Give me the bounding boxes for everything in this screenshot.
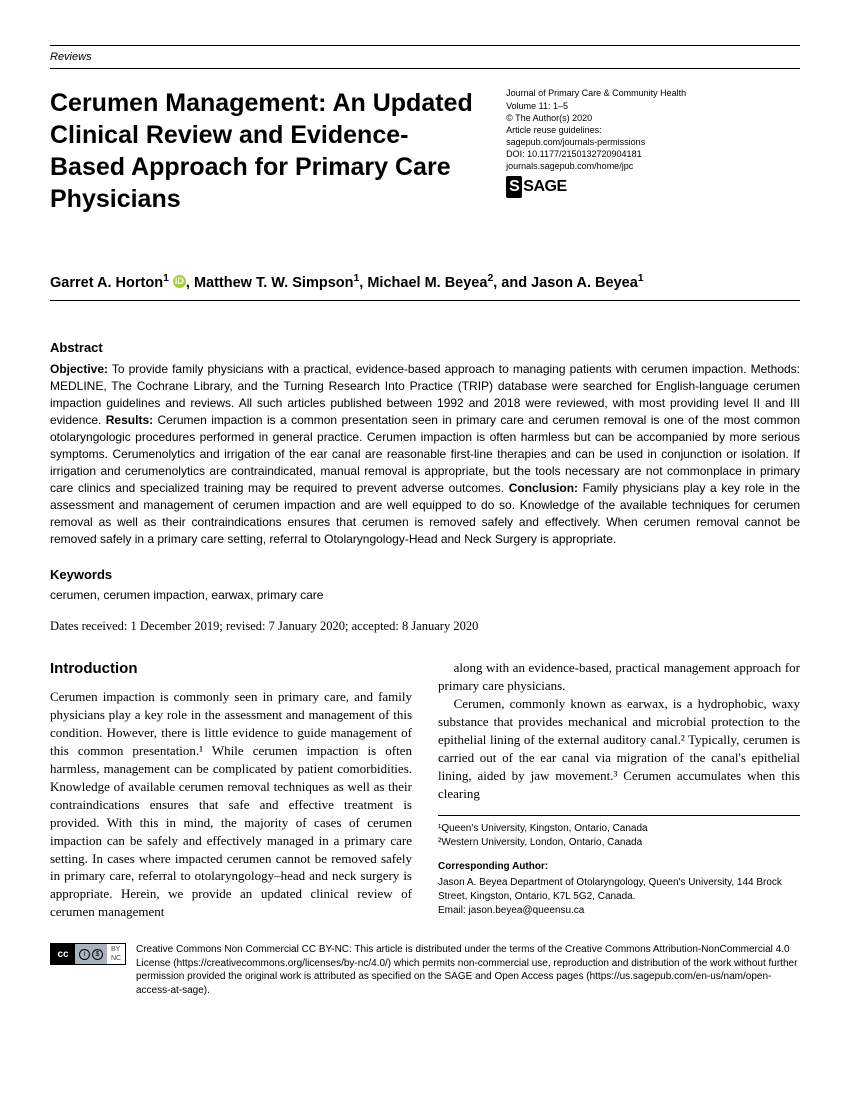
objective-label: Objective: xyxy=(50,362,108,376)
results-label: Results: xyxy=(106,413,153,427)
top-rule xyxy=(50,45,800,46)
intro-heading: Introduction xyxy=(50,659,412,680)
journal-doi: DOI: 10.1177/2150132720904181 xyxy=(506,148,800,160)
journal-meta: Journal of Primary Care & Community Heal… xyxy=(506,87,800,215)
orcid-icon: iD xyxy=(173,275,186,288)
corresponding-heading: Corresponding Author: xyxy=(438,860,800,874)
license-text: Creative Commons Non Commercial CC BY-NC… xyxy=(136,943,800,997)
affiliation-block: ¹Queen's University, Kingston, Ontario, … xyxy=(438,815,800,918)
publisher-logo: SSAGE xyxy=(506,176,800,198)
conclusion-label: Conclusion: xyxy=(509,481,578,495)
intro-para-2: along with an evidence-based, practical … xyxy=(438,659,800,695)
abstract-heading: Abstract xyxy=(50,339,800,357)
body-columns: Introduction Cerumen impaction is common… xyxy=(50,659,800,921)
journal-reuse: Article reuse guidelines: xyxy=(506,124,800,136)
abstract-body: Objective: To provide family physicians … xyxy=(50,361,800,548)
corresponding-email[interactable]: Email: jason.beyea@queensu.ca xyxy=(438,904,800,918)
license-block: cc i$ BY NC Creative Commons Non Commerc… xyxy=(50,943,800,997)
keywords-body: cerumen, cerumen impaction, earwax, prim… xyxy=(50,587,800,604)
author-rule xyxy=(50,300,800,301)
journal-name: Journal of Primary Care & Community Heal… xyxy=(506,87,800,99)
cc-badge: cc i$ BY NC xyxy=(50,943,126,965)
affiliation-2: ²Western University, London, Ontario, Ca… xyxy=(438,836,800,850)
journal-copyright: © The Author(s) 2020 xyxy=(506,112,800,124)
intro-para-1: Cerumen impaction is commonly seen in pr… xyxy=(50,688,412,921)
journal-volume: Volume 11: 1–5 xyxy=(506,100,800,112)
corresponding-body: Jason A. Beyea Department of Otolaryngol… xyxy=(438,876,800,904)
affiliation-1: ¹Queen's University, Kingston, Ontario, … xyxy=(438,822,800,836)
cc-nc-label: BY NC xyxy=(107,944,125,964)
article-title: Cerumen Management: An Updated Clinical … xyxy=(50,87,476,215)
journal-url[interactable]: journals.sagepub.com/home/jpc xyxy=(506,160,800,172)
author-list: Garret A. Horton1 iD, Matthew T. W. Simp… xyxy=(50,273,800,294)
header-row: Cerumen Management: An Updated Clinical … xyxy=(50,87,800,215)
dates-line: Dates received: 1 December 2019; revised… xyxy=(50,618,800,636)
title-box: Cerumen Management: An Updated Clinical … xyxy=(50,87,476,215)
article-category: Reviews xyxy=(50,50,800,69)
journal-reuse-url[interactable]: sagepub.com/journals-permissions xyxy=(506,136,800,148)
intro-para-3: Cerumen, commonly known as earwax, is a … xyxy=(438,695,800,803)
cc-by-nc-icon: i$ xyxy=(75,944,107,964)
cc-icon: cc xyxy=(51,944,75,964)
keywords-heading: Keywords xyxy=(50,566,800,584)
